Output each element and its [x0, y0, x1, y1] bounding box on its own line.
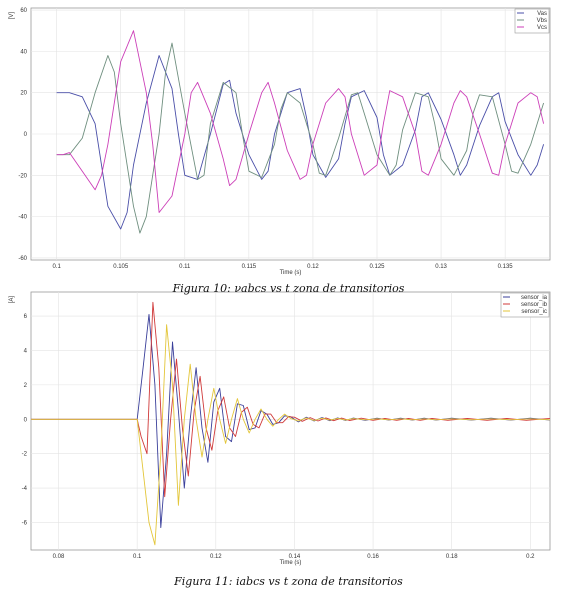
chart-1-y-axis-label: [A] — [9, 296, 15, 304]
figure-10-caption: Figura 10: νabcs vs t zona de transitori… — [172, 282, 405, 295]
chart-0-y-tick-label: -60 — [18, 256, 27, 262]
chart-1-x-tick-label: 0.1 — [133, 554, 142, 560]
chart-1-series-sensor-ib — [31, 301, 551, 498]
chart-1-x-tick-label: 0.12 — [210, 554, 222, 560]
chart-0-y-tick-label: 40 — [20, 49, 27, 55]
chart-0-x-tick-label: 0.1 — [52, 264, 61, 270]
chart-0-series-vas — [56, 55, 545, 230]
chart-1-y-tick-label: -6 — [22, 520, 28, 526]
chart-1-y-tick-label: 2 — [24, 383, 28, 389]
chart-1-x-tick-label: 0.08 — [53, 554, 65, 560]
chart-1-y-tick-label: -2 — [22, 452, 28, 458]
chart-0-x-tick-label: 0.115 — [242, 264, 257, 270]
chart-0-x-axis-label: Time (s) — [280, 270, 302, 276]
chart-0-legend-label: Vbs — [537, 18, 547, 24]
chart-1-y-tick-label: -4 — [22, 486, 28, 492]
chart-0-y-tick-label: 20 — [20, 91, 27, 97]
voltage-chart: 0.1 0.105 0.11 0.115 0.12 0.125 0.13 0.135 -60 -4… — [9, 7, 551, 276]
chart-1-x-axis-label: Time (s) — [280, 560, 302, 566]
chart-1-x-tick-label: 0.16 — [367, 554, 379, 560]
chart-0-y-tick-label: -40 — [18, 215, 27, 221]
chart-1-x-tick-label: 0.2 — [526, 554, 535, 560]
chart-0-y-tick-label: 0 — [24, 132, 28, 138]
chart-0-legend — [514, 8, 550, 34]
chart-0-x-tick-label: 0.12 — [307, 264, 319, 270]
chart-1-legend-label: sensor_ia — [521, 295, 548, 301]
chart-1-x-tick-label: 0.14 — [289, 554, 301, 560]
chart-0-x-tick-label: 0.11 — [179, 264, 191, 270]
chart-1-y-tick-label: 4 — [24, 348, 28, 354]
chart-0-legend-label: Vcs — [537, 25, 547, 31]
chart-0-y-tick-label: -20 — [18, 173, 27, 179]
chart-0-x-tick-label: 0.105 — [113, 264, 129, 270]
chart-0-series-vcs — [56, 30, 545, 213]
chart-0-y-tick-label: 60 — [20, 8, 27, 14]
chart-1-y-tick-label: 0 — [24, 417, 28, 423]
chart-0-legend-label: Vas — [537, 11, 547, 17]
chart-1-plot-area — [30, 291, 551, 551]
chart-0-series-vbs — [56, 42, 545, 234]
chart-0-y-axis-label: [V] — [9, 12, 15, 20]
current-chart: 0.08 0.1 0.12 0.14 0.16 0.18 0.2 -6 -4 -2 0 2 4 6 Time… — [9, 291, 551, 566]
chart-0-x-tick-label: 0.125 — [369, 264, 385, 270]
chart-1-x-tick-label: 0.18 — [446, 554, 458, 560]
chart-1-y-tick-label: 6 — [24, 314, 28, 320]
chart-0-x-tick-label: 0.13 — [435, 264, 447, 270]
chart-1-legend-label: sensor_ib — [521, 302, 548, 308]
figure-11-caption: Figura 11: iabcs vs t zona de transitori… — [174, 575, 403, 588]
chart-0-x-tick-label: 0.135 — [498, 264, 514, 270]
chart-1-series-sensor-ic — [31, 324, 551, 546]
chart-1-legend-label: sensor_ic — [521, 309, 547, 315]
